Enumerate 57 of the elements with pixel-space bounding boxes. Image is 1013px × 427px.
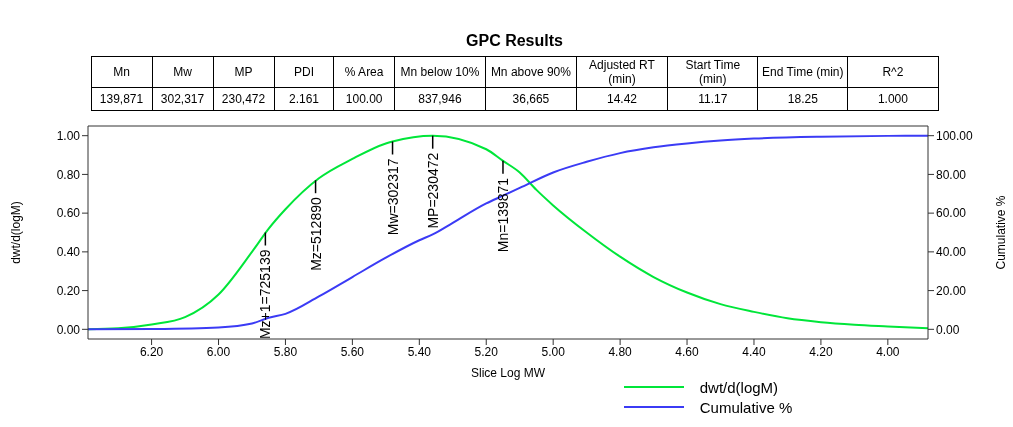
category-label: Mn [91,56,153,88]
category-label: MP [213,56,275,88]
text: 1.000 [877,92,908,106]
text: 302,317 [160,92,205,106]
text: 2.161 [288,92,319,106]
text: 14.42 [606,92,637,106]
y2-axis-title: Cumulative % [994,195,1009,270]
text: GPC Results [465,32,564,50]
y2-tick-label: 0.00 [936,322,960,337]
category-label: PDI [274,56,334,88]
x-tick-label: 5.60 [340,344,365,359]
y2-tick-label: 100.00 [936,128,974,143]
text: 36,665 [512,92,550,106]
x-tick-label: 4.80 [608,344,633,359]
legend-label: Cumulative % [699,398,793,416]
text: 230,472 [221,92,266,106]
y-tick-label: 0.80 [56,167,81,182]
x-tick-label: 5.00 [541,344,566,359]
x-tick-label: 6.00 [206,344,231,359]
y-tick-label: 0.00 [56,322,81,337]
x-axis-title: Slice Log MW [470,366,546,380]
x-tick-label: 4.00 [876,344,900,359]
x-tick-label: 4.20 [809,344,833,359]
category-label: R^2 [847,56,938,88]
text: 139,871 [99,92,144,106]
legend-label: dwt/d(logM) [699,378,779,396]
x-tick-label: 5.40 [407,344,432,359]
x-tick-label: 5.20 [474,344,499,359]
y2-tick-label: 60.00 [936,206,967,221]
y2-tick-label: 80.00 [936,167,967,182]
y-tick-label: 0.60 [56,206,81,221]
x-tick-label: 6.20 [139,344,164,359]
y-tick-label: 1.00 [56,128,81,143]
annotation: MP=230472 [424,152,441,229]
annotation: Mz+1=725139 [257,249,274,340]
text: 100.00 [345,92,383,106]
y-axis-title: dwt/d(logM) [9,201,24,264]
category-label: Mn below 10% [394,56,486,88]
x-tick-label: 4.60 [675,344,700,359]
category-label: Mw [152,56,214,88]
category-label: % Area [333,56,395,88]
text: 837,946 [418,92,462,106]
x-tick-label: 5.80 [273,344,298,359]
category-label: End Time (min) [757,56,848,88]
annotation: Mw=302317 [384,158,401,236]
category-label: Start Time (min) [667,56,758,88]
annotation: Mn=139871 [494,177,511,253]
y2-tick-label: 20.00 [936,283,967,298]
x-tick-label: 4.40 [742,344,766,359]
category-label: Mn above 90% [485,56,577,88]
text: 11.17 [698,92,728,106]
category-label: Adjusted RT (min) [576,56,668,88]
y-tick-label: 0.40 [56,245,81,260]
text: 18.25 [787,92,818,106]
y2-tick-label: 40.00 [936,245,967,260]
y-tick-label: 0.20 [56,283,81,298]
annotation: Mz=512890 [307,197,324,271]
